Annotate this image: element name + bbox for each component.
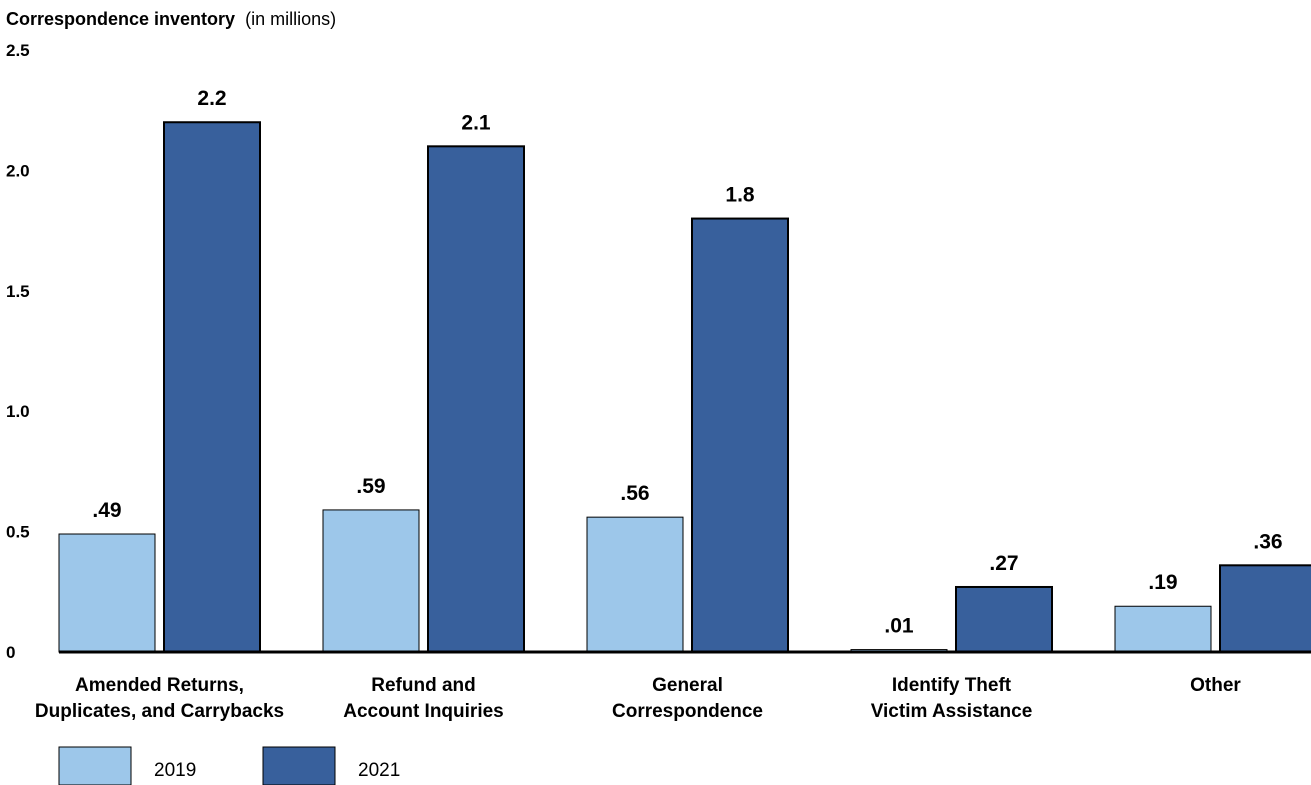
category-label: General Correspondence (612, 675, 763, 722)
y-tick-label: 0.5 (6, 523, 30, 542)
y-tick-label: 2.0 (6, 161, 30, 180)
bar-value-label: .59 (356, 475, 385, 498)
value-labels: .49 2.2 .59 2.1 .56 1.8 .01 .27 .19 .36 (92, 87, 1282, 637)
bar-2021 (955, 585, 1053, 654)
bar-value-label: .27 (989, 552, 1018, 575)
bars (58, 121, 1311, 654)
bar-value-label: .19 (1148, 571, 1177, 594)
y-axis: 0 0.5 1.0 1.5 2.0 2.5 (6, 41, 30, 662)
bar-2021 (1219, 564, 1311, 654)
bar-2019 (586, 516, 684, 653)
bar-2019 (322, 509, 420, 653)
chart-title-unit: (in millions) (245, 9, 336, 29)
legend-swatch-2021 (262, 746, 336, 785)
bar-2021 (691, 217, 789, 653)
y-tick-label: 0 (6, 643, 15, 662)
bar-value-label: .49 (92, 499, 121, 522)
chart-title: Correspondence inventory (in millions) (6, 9, 336, 29)
bar-value-label: 2.2 (197, 87, 226, 110)
bar-value-label: .01 (884, 615, 914, 638)
bar-2021 (163, 121, 261, 654)
category-label: Identify Theft Victim Assistance (871, 675, 1033, 722)
legend-label-2019: 2019 (154, 760, 196, 781)
legend: 2019 2021 (58, 746, 400, 785)
legend-swatch-2019 (58, 746, 132, 785)
category-label: Amended Returns, Duplicates, and Carrybac… (35, 675, 284, 722)
category-label: Other (1190, 675, 1241, 696)
y-tick-label: 2.5 (6, 41, 30, 60)
legend-label-2021: 2021 (358, 760, 400, 781)
bar-value-label: 1.8 (725, 184, 755, 207)
bar-2019 (58, 533, 156, 653)
y-tick-label: 1.0 (6, 402, 30, 421)
bar-value-label: 2.1 (461, 111, 491, 134)
bar-value-label: .56 (620, 482, 649, 505)
bar-2019 (1114, 605, 1212, 653)
bar-2021 (427, 145, 525, 653)
bar-value-label: .36 (1253, 530, 1282, 553)
y-tick-label: 1.5 (6, 282, 30, 301)
category-label: Refund and Account Inquiries (343, 675, 503, 722)
x-axis: Amended Returns, Duplicates, and Carrybac… (35, 675, 1242, 722)
chart-title-main: Correspondence inventory (6, 9, 235, 29)
